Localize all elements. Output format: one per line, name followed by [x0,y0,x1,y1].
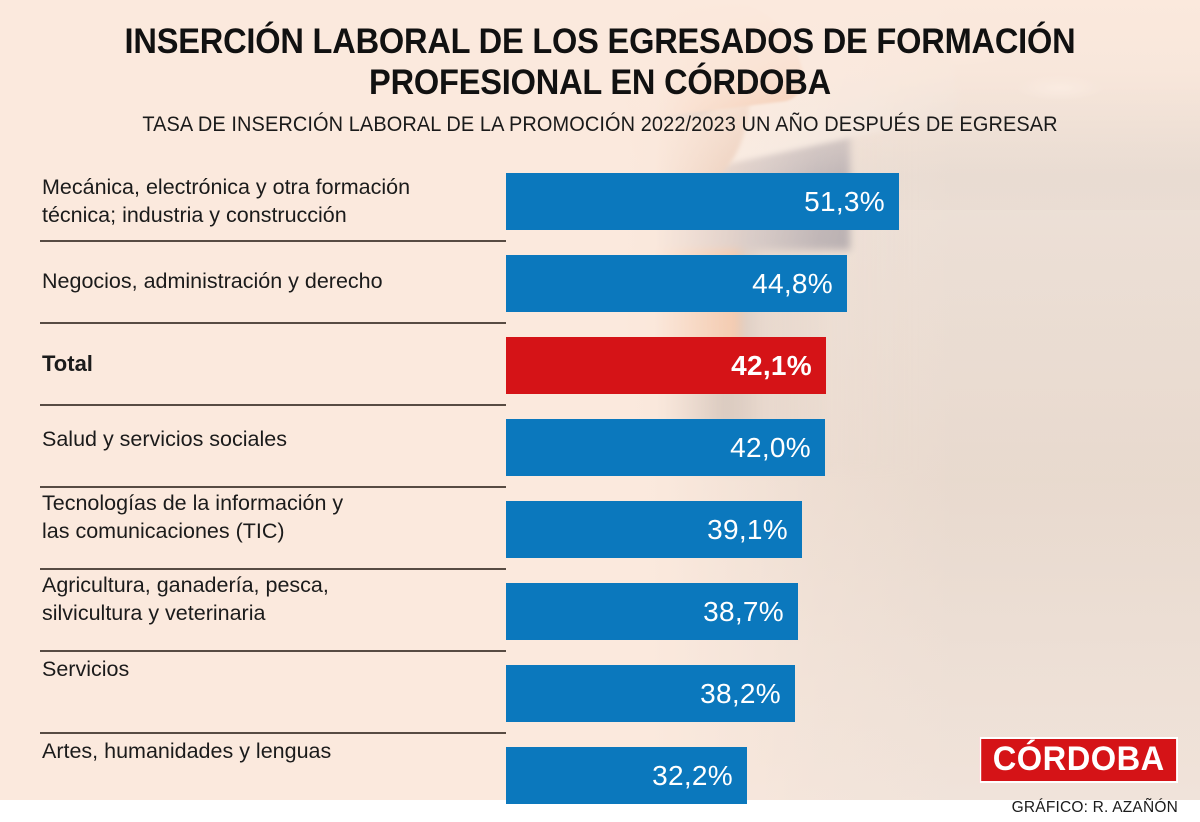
cordoba-logo: CÓRDOBA [979,737,1178,783]
row-label: Tecnologías de la información y las comun… [42,490,497,545]
bar-value-label: 39,1% [707,513,788,545]
bar-value-label: 42,1% [731,349,812,381]
row-label: Artes, humanidades y lenguas [42,738,497,766]
row-separator [40,732,506,734]
row-label-line: Total [42,351,93,376]
bar-value-label: 32,2% [652,759,733,791]
bar: 39,1% [506,501,802,558]
row-separator [40,404,506,406]
row-separator [40,650,506,652]
bar: 32,2% [506,747,747,804]
bar-value-label: 51,3% [804,185,885,217]
bottom-white-strip [0,800,1200,822]
row-label: Salud y servicios sociales [42,426,497,454]
bar-total: 42,1% [506,337,826,394]
row-label-line: silvicultura y veterinaria [42,600,266,625]
bar: 38,2% [506,665,795,722]
row-separator [40,486,506,488]
row-label: Mecánica, electrónica y otra formación té… [42,174,497,229]
row-label: Negocios, administración y derecho [42,268,497,296]
row-separator [40,568,506,570]
row-label-line: técnica; industria y construcción [42,202,347,227]
row-label: Servicios [42,656,497,684]
row-label: Agricultura, ganadería, pesca, silvicultu… [42,572,497,627]
row-label-line: Negocios, administración y derecho [42,269,383,293]
row-separator [40,322,506,324]
row-label-line: Artes, humanidades y lenguas [42,739,332,763]
bar-value-label: 38,7% [703,595,784,627]
bar: 38,7% [506,583,798,640]
bar-value-label: 42,0% [730,431,811,463]
bar-value-label: 38,2% [700,677,781,709]
graphic-credit: GRÁFICO: R. AZAÑÓN [1011,799,1178,816]
bar: 44,8% [506,255,847,312]
row-label-line: Tecnologías de la información y [42,491,344,515]
row-label-line: Salud y servicios sociales [42,427,287,451]
bar-value-label: 44,8% [752,267,833,299]
row-label-line: Agricultura, ganadería, pesca, [42,573,329,597]
row-label-line: Mecánica, electrónica y otra formación [42,175,411,199]
row-label: Total [42,350,497,378]
page-subtitle: TASA DE INSERCIÓN LABORAL DE LA PROMOCIÓ… [142,113,1058,137]
row-separator [40,240,506,242]
row-label-line: las comunicaciones (TIC) [42,518,285,543]
row-label-line: Servicios [42,657,130,681]
bar: 51,3% [506,173,899,230]
header: INSERCIÓN LABORAL DE LOS EGRESADOS DE FO… [0,0,1200,137]
page-title: INSERCIÓN LABORAL DE LOS EGRESADOS DE FO… [124,22,1076,102]
bar: 42,0% [506,419,825,476]
